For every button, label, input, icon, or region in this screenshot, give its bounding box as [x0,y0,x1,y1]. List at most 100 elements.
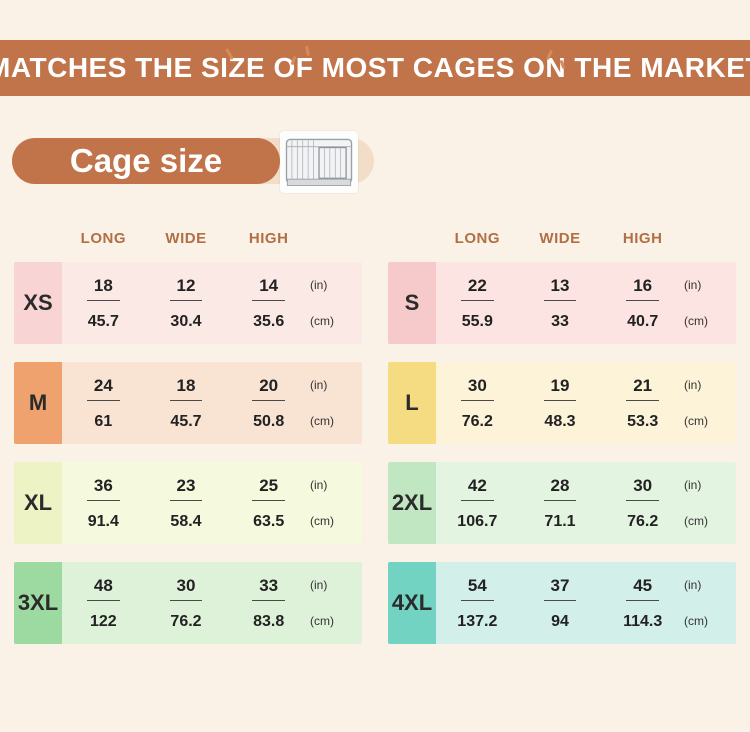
wide-value: 23 58.4 [145,462,228,544]
size-label: XS [14,262,62,344]
high-cm-value: 76.2 [627,512,659,530]
wide-cm-value: 71.1 [544,512,576,530]
wide-cm-value: 33 [551,312,569,330]
long-inches-value: 22 [460,277,494,301]
section-title: Cage size [69,142,223,179]
wide-cm-value: 76.2 [170,612,202,630]
long-value: 18 45.7 [62,262,145,344]
size-row: 3XL 48 122 30 76.2 33 83.8 (in) (cm) [14,562,362,644]
high-cm-value: 53.3 [627,412,659,430]
wide-inches-value: 13 [543,277,577,301]
unit-cm-label: (cm) [309,314,334,328]
wide-value: 12 30.4 [145,262,228,344]
long-value: 48 122 [62,562,145,644]
unit-inches-label: (in) [309,378,328,392]
high-value: 21 53.3 [601,362,684,444]
banner-title: MATCHES THE SIZE OF MOST CAGES ON THE MA… [0,52,750,83]
wide-inches-value: 12 [169,277,203,301]
long-inches-value: 42 [460,477,494,501]
high-cm-value: 35.6 [253,312,285,330]
high-inches-value: 14 [252,277,286,301]
high-cm-value: 50.8 [253,412,285,430]
unit-labels: (in) (cm) [310,462,362,544]
unit-cm-label: (cm) [683,314,708,328]
size-row: 2XL 42 106.7 28 71.1 30 76.2 (in) (cm) [388,462,736,544]
high-inches-value: 25 [252,477,286,501]
high-value: 25 63.5 [227,462,310,544]
wide-inches-value: 23 [169,477,203,501]
long-cm-value: 76.2 [461,412,493,430]
high-value: 20 50.8 [227,362,310,444]
unit-labels: (in) (cm) [310,362,362,444]
wide-cm-value: 58.4 [170,512,202,530]
wide-value: 18 45.7 [145,362,228,444]
long-value: 36 91.4 [62,462,145,544]
wide-cm-value: 94 [551,612,569,630]
unit-inches-label: (in) [309,278,328,292]
column-header-wide: WIDE [165,229,207,247]
unit-cm-label: (cm) [309,514,334,528]
high-value: 45 114.3 [601,562,684,644]
column-header-high: HIGH [622,229,663,247]
high-value: 16 40.7 [601,262,684,344]
wide-inches-value: 30 [169,577,203,601]
size-label: 2XL [388,462,436,544]
table-header-row: LONG WIDE HIGH [388,224,736,252]
column-header-long: LONG [80,229,126,247]
size-label: S [388,262,436,344]
size-chart-infographic: MATCHES THE SIZE OF MOST CAGES ON THE MA… [0,40,750,662]
long-inches-value: 54 [460,577,494,601]
wide-inches-value: 19 [543,377,577,401]
unit-inches-label: (in) [309,578,328,592]
wide-value: 37 94 [519,562,602,644]
wide-value: 19 48.3 [519,362,602,444]
long-cm-value: 91.4 [87,512,119,530]
long-value: 54 137.2 [436,562,519,644]
long-value: 24 61 [62,362,145,444]
wide-inches-value: 18 [169,377,203,401]
long-inches-value: 30 [460,377,494,401]
unit-labels: (in) (cm) [310,262,362,344]
unit-labels: (in) (cm) [310,562,362,644]
unit-labels: (in) (cm) [684,562,736,644]
size-row: M 24 61 18 45.7 20 50.8 (in) (cm) [14,362,362,444]
high-value: 30 76.2 [601,462,684,544]
long-value: 42 106.7 [436,462,519,544]
column-header-wide: WIDE [539,229,581,247]
long-cm-value: 122 [89,612,117,630]
long-cm-value: 55.9 [461,312,493,330]
high-inches-value: 33 [252,577,286,601]
long-cm-value: 137.2 [457,612,498,630]
long-cm-value: 61 [94,412,113,430]
size-row: S 22 55.9 13 33 16 40.7 (in) (cm) [388,262,736,344]
size-row: XS 18 45.7 12 30.4 14 35.6 (in) (cm) [14,262,362,344]
unit-cm-label: (cm) [683,414,708,428]
wide-value: 13 33 [519,262,602,344]
unit-inches-label: (in) [683,578,702,592]
unit-labels: (in) (cm) [684,362,736,444]
high-inches-value: 20 [252,377,286,401]
size-label: L [388,362,436,444]
unit-labels: (in) (cm) [684,462,736,544]
unit-cm-label: (cm) [309,414,334,428]
size-label: 3XL [14,562,62,644]
high-value: 33 83.8 [227,562,310,644]
long-inches-value: 18 [86,277,120,301]
long-inches-value: 36 [86,477,120,501]
section-pill: Cage size [12,138,280,184]
unit-labels: (in) (cm) [684,262,736,344]
high-value: 14 35.6 [227,262,310,344]
size-row: L 30 76.2 19 48.3 21 53.3 (in) (cm) [388,362,736,444]
high-cm-value: 63.5 [253,512,285,530]
unit-cm-label: (cm) [683,514,708,528]
wide-inches-value: 28 [543,477,577,501]
unit-inches-label: (in) [683,378,702,392]
unit-inches-label: (in) [309,478,328,492]
size-row: XL 36 91.4 23 58.4 25 63.5 (in) (cm) [14,462,362,544]
cage-icon [285,138,353,186]
cage-photo [280,131,358,193]
high-inches-value: 21 [626,377,660,401]
wide-cm-value: 45.7 [170,412,202,430]
long-cm-value: 45.7 [87,312,119,330]
unit-inches-label: (in) [683,478,702,492]
